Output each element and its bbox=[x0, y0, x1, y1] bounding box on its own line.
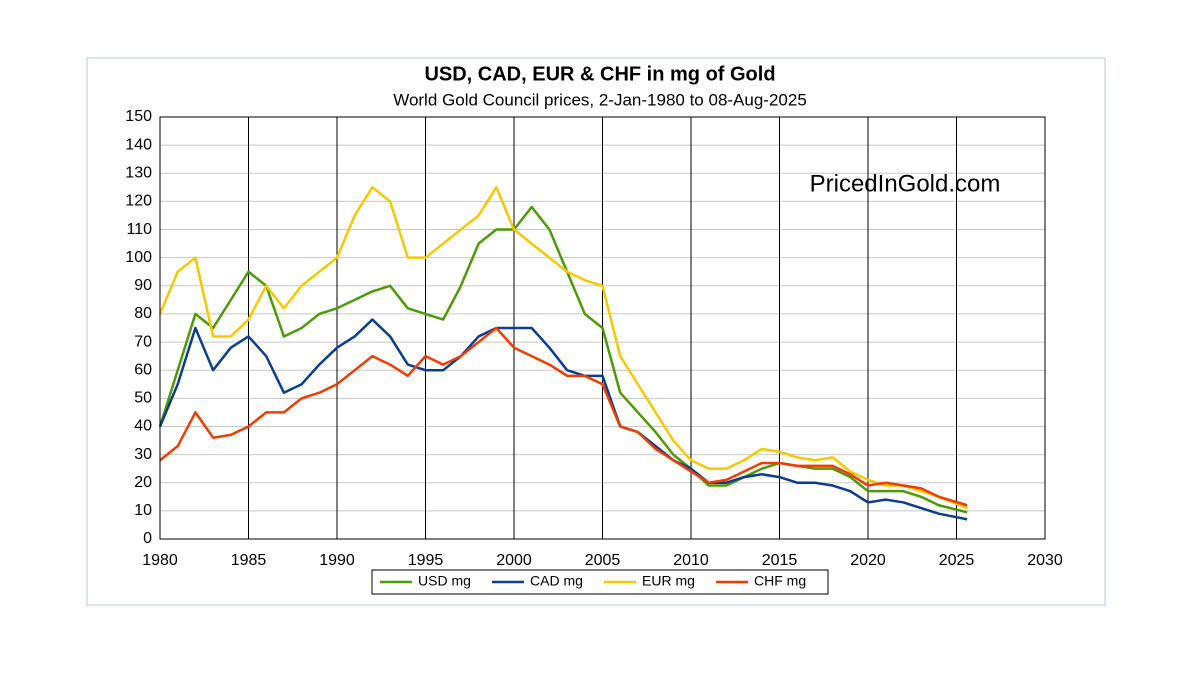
y-tick-label: 110 bbox=[126, 221, 152, 238]
x-tick-label: 1995 bbox=[408, 552, 444, 569]
watermark: PricedInGold.com bbox=[810, 170, 1001, 197]
y-tick-label: 20 bbox=[134, 474, 152, 491]
series-line bbox=[158, 318, 968, 521]
y-tick-label: 40 bbox=[134, 418, 152, 435]
legend-box bbox=[371, 569, 829, 595]
y-tick-label: 60 bbox=[134, 361, 152, 378]
x-tick-label: 1980 bbox=[142, 552, 178, 569]
series-line bbox=[158, 186, 968, 510]
chart-subtitle: World Gold Council prices, 2-Jan-1980 to… bbox=[393, 90, 807, 109]
frame bbox=[86, 57, 1106, 606]
y-tick-label: 140 bbox=[125, 136, 152, 153]
x-tick-label: 2025 bbox=[939, 552, 975, 569]
y-tick-label: 100 bbox=[125, 249, 152, 266]
legend-label: CHF mg bbox=[754, 573, 806, 589]
y-tick-label: 130 bbox=[125, 164, 152, 181]
y-tick-label: 0 bbox=[143, 530, 152, 547]
x-tick-label: 2020 bbox=[850, 552, 886, 569]
x-tick-label: 2000 bbox=[496, 552, 532, 569]
y-tick-label: 30 bbox=[134, 446, 152, 463]
series-line bbox=[158, 205, 968, 514]
y-tick-label: 150 bbox=[125, 108, 152, 125]
x-tick-label: 2015 bbox=[762, 552, 798, 569]
x-tick-label: 2005 bbox=[585, 552, 621, 569]
legend-label: CAD mg bbox=[530, 573, 583, 589]
y-tick-label: 120 bbox=[125, 193, 152, 210]
series-line bbox=[159, 326, 968, 507]
legend-label: USD mg bbox=[418, 573, 471, 589]
x-tick-label: 2030 bbox=[1027, 552, 1063, 569]
y-tick-label: 80 bbox=[134, 305, 152, 322]
legend-label: EUR mg bbox=[642, 573, 695, 589]
x-tick-label: 1990 bbox=[319, 552, 355, 569]
plot-border bbox=[159, 116, 1046, 540]
x-tick-label: 2010 bbox=[673, 552, 709, 569]
y-tick-label: 10 bbox=[134, 502, 152, 519]
chart-title: USD, CAD, EUR & CHF in mg of Gold bbox=[424, 63, 775, 85]
y-tick-label: 90 bbox=[134, 277, 152, 294]
x-tick-label: 1985 bbox=[231, 552, 267, 569]
y-tick-label: 50 bbox=[134, 390, 152, 407]
y-tick-label: 70 bbox=[134, 333, 152, 350]
